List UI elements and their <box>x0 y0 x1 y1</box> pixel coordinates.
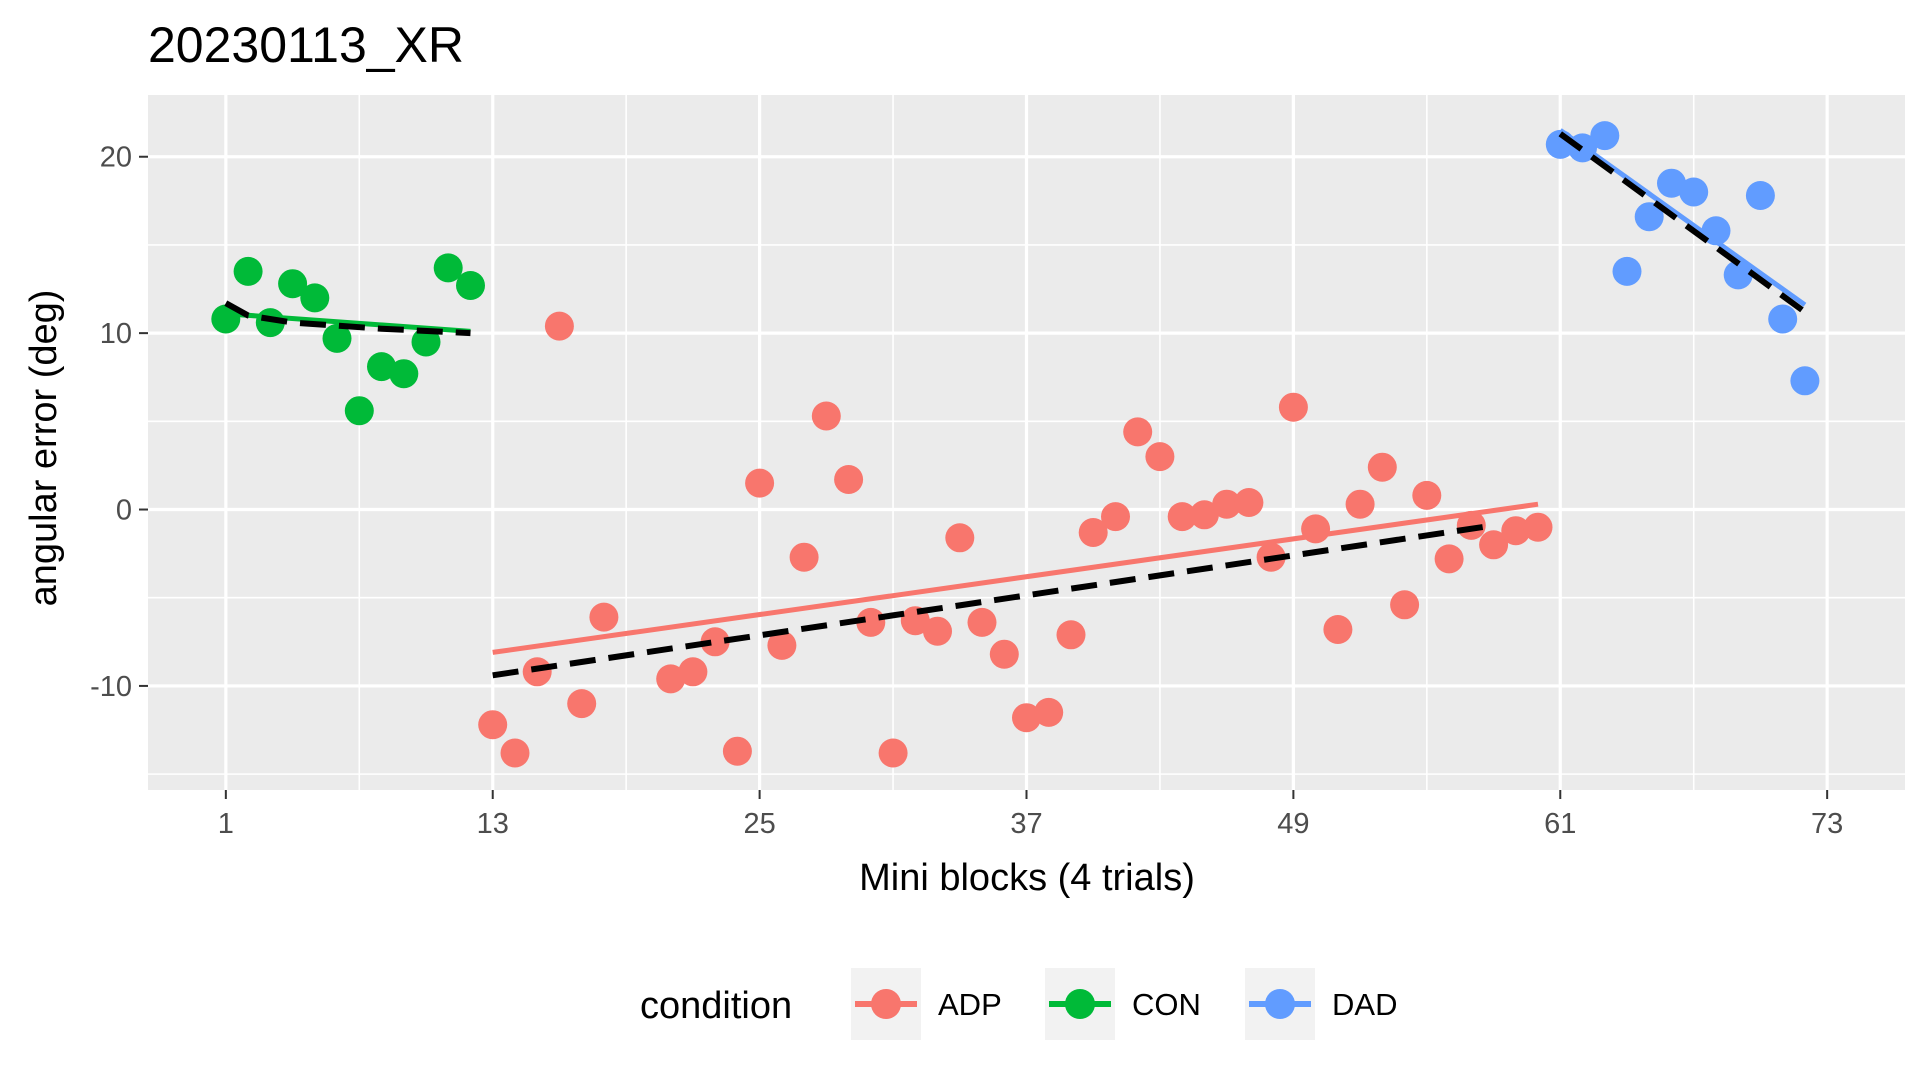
data-point-con <box>322 323 352 353</box>
x-tick-label: 13 <box>477 808 509 840</box>
data-point-adp <box>500 738 530 768</box>
data-point-adp <box>1145 442 1175 472</box>
data-point-adp <box>1078 518 1108 547</box>
data-point-adp <box>544 311 574 341</box>
data-point-adp <box>1012 703 1041 733</box>
data-point-dad <box>1723 260 1753 290</box>
data-point-adp <box>1479 530 1509 560</box>
data-point-adp <box>1278 392 1308 422</box>
data-point-con <box>367 352 396 382</box>
data-point-con <box>456 271 485 300</box>
data-point-adp <box>1412 480 1442 510</box>
data-point-adp <box>923 616 952 646</box>
data-point-adp <box>967 607 997 637</box>
data-point-dad <box>1745 181 1775 210</box>
data-point-dad <box>1634 202 1664 232</box>
data-point-con <box>344 396 374 426</box>
data-point-adp <box>1034 697 1064 727</box>
y-axis-title: angular error (deg) <box>23 290 65 607</box>
y-tick-label: 0 <box>116 495 132 527</box>
dashed-fit-line-con <box>224 300 471 337</box>
x-tick-label: 1 <box>218 808 234 840</box>
y-tick-label: 10 <box>100 318 132 350</box>
data-point-adp <box>1167 502 1197 532</box>
data-point-adp <box>589 602 619 632</box>
legend: condition ADP CON DAD <box>640 968 1397 1040</box>
fit-line-dad <box>1558 128 1807 307</box>
data-point-con <box>233 256 263 286</box>
x-tick-label: 25 <box>743 808 775 840</box>
data-point-dad <box>1657 168 1686 198</box>
data-point-dad <box>1679 177 1709 207</box>
data-point-adp <box>1434 544 1464 574</box>
x-tick-label: 73 <box>1811 808 1843 840</box>
data-point-adp <box>1301 514 1331 544</box>
data-point-adp <box>522 657 552 687</box>
axes: 1 13 25 37 49 61 73 -10 0 10 20 <box>90 142 1843 840</box>
legend-title: condition <box>640 985 792 1027</box>
data-point-adp <box>567 689 597 719</box>
data-point-adp <box>834 465 864 494</box>
dashed-fit-line-adp <box>492 522 1495 679</box>
data-point-adp <box>989 639 1019 669</box>
legend-label-con: CON <box>1132 987 1201 1022</box>
data-point-con <box>411 327 441 357</box>
x-tick-label: 49 <box>1277 808 1309 840</box>
data-point-adp <box>1323 615 1353 644</box>
legend-key-point-adp <box>871 989 901 1019</box>
data-point-dad <box>1790 366 1820 396</box>
data-point-adp <box>1189 500 1219 530</box>
data-point-con <box>211 304 241 334</box>
x-tick-label: 61 <box>1544 808 1576 840</box>
data-point-dad <box>1768 304 1798 334</box>
data-point-dad <box>1612 256 1642 286</box>
data-point-adp <box>1390 590 1420 620</box>
x-tick-label: 37 <box>1010 808 1042 840</box>
data-point-adp <box>700 627 730 657</box>
data-point-adp <box>1056 620 1086 650</box>
data-point-adp <box>722 736 752 766</box>
data-point-adp <box>1523 512 1553 542</box>
data-point-con <box>389 359 419 389</box>
data-point-con <box>433 253 463 283</box>
data-point-adp <box>478 710 508 740</box>
fit-line-adp <box>492 501 1539 655</box>
data-point-adp <box>745 468 775 498</box>
legend-label-adp: ADP <box>938 987 1002 1022</box>
legend-label-dad: DAD <box>1332 987 1397 1022</box>
data-point-adp <box>1345 489 1375 519</box>
y-tick-label: -10 <box>90 671 132 703</box>
grid-lines <box>148 95 1905 790</box>
data-point-adp <box>678 657 708 687</box>
data-point-adp <box>878 738 908 768</box>
data-point-adp <box>789 542 819 572</box>
data-point-con <box>278 269 308 299</box>
chart-title: 20230113_XR <box>148 17 464 73</box>
data-point-adp <box>811 401 841 431</box>
data-point-adp <box>1123 417 1153 447</box>
y-tick-label: 20 <box>100 142 132 174</box>
legend-key-point-dad <box>1265 989 1295 1019</box>
data-point-con <box>300 283 330 313</box>
legend-key-point-con <box>1065 989 1095 1019</box>
data-point-adp <box>1501 516 1531 546</box>
data-point-adp <box>656 664 686 694</box>
data-point-adp <box>1101 502 1130 532</box>
dashed-fit-line-dad <box>1558 131 1807 315</box>
data-point-adp <box>1367 452 1397 482</box>
data-point-adp <box>1212 489 1242 519</box>
data-point-dad <box>1590 121 1620 151</box>
data-point-adp <box>945 523 975 553</box>
data-point-dad <box>1701 216 1731 246</box>
data-point-adp <box>767 630 797 660</box>
x-axis-title: Mini blocks (4 trials) <box>859 857 1195 899</box>
data-point-adp <box>1234 488 1264 517</box>
data-point-dad <box>1568 133 1597 163</box>
data-points <box>211 121 1820 768</box>
